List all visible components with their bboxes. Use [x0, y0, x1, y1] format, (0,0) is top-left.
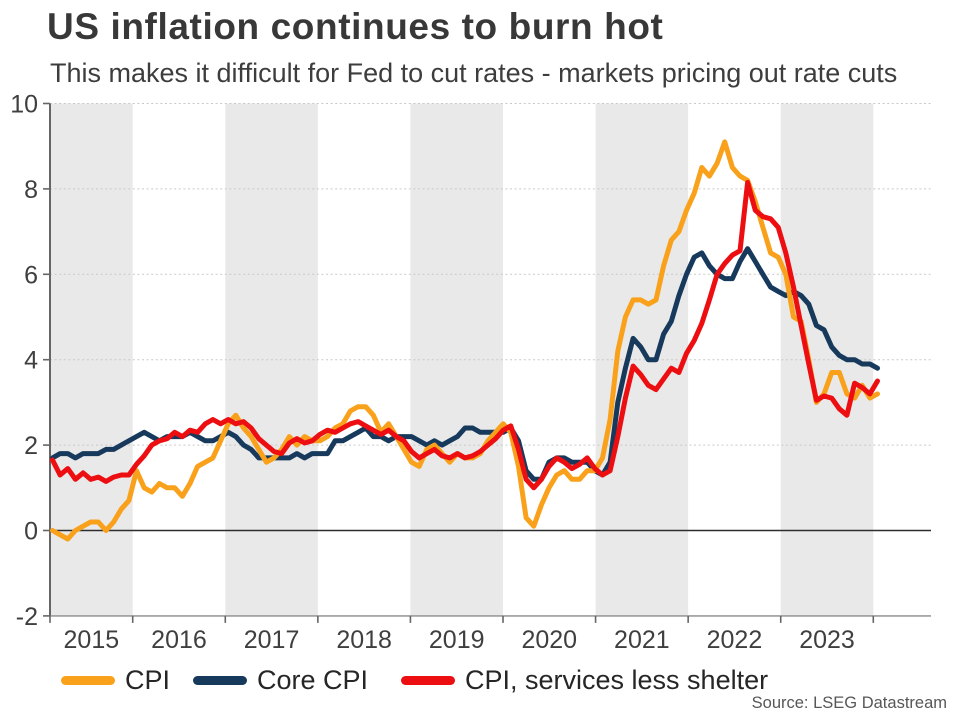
legend-swatch-icon — [193, 675, 247, 685]
chart-subtitle: This makes it difficult for Fed to cut r… — [50, 58, 898, 88]
x-tick-label: 2017 — [244, 626, 300, 654]
y-tick-label: 0 — [24, 518, 38, 546]
legend-label: CPI, services less shelter — [465, 664, 769, 695]
y-tick-label: -2 — [16, 603, 38, 631]
x-tick-label: 2015 — [64, 626, 120, 654]
y-tick-label: 6 — [24, 261, 38, 289]
source-attribution: Source: LSEG Datastream — [751, 694, 947, 712]
legend-item: CPI — [61, 664, 171, 695]
legend-label: CPI — [125, 664, 171, 695]
y-tick-label: 2 — [24, 432, 38, 460]
y-tick-label: 8 — [24, 176, 38, 204]
x-tick-label: 2019 — [429, 626, 485, 654]
legend-swatch-icon — [61, 675, 115, 685]
legend-item: Core CPI — [193, 664, 369, 695]
chart-title: US inflation continues to burn hot — [47, 6, 664, 47]
legend-label: Core CPI — [257, 664, 369, 695]
y-tick-label: 10 — [10, 91, 38, 119]
x-tick-label: 2023 — [799, 626, 855, 654]
year-band — [595, 103, 689, 616]
legend-item: CPI, services less shelter — [401, 664, 769, 695]
legend-swatch-icon — [401, 675, 455, 685]
x-tick-label: 2020 — [521, 626, 577, 654]
x-tick-label: 2021 — [614, 626, 670, 654]
x-tick-label: 2022 — [707, 626, 763, 654]
y-tick-label: 4 — [24, 347, 38, 375]
x-tick-label: 2018 — [336, 626, 392, 654]
series-line-cpi-services-less-shelter — [50, 180, 880, 491]
x-tick-label: 2016 — [151, 626, 207, 654]
